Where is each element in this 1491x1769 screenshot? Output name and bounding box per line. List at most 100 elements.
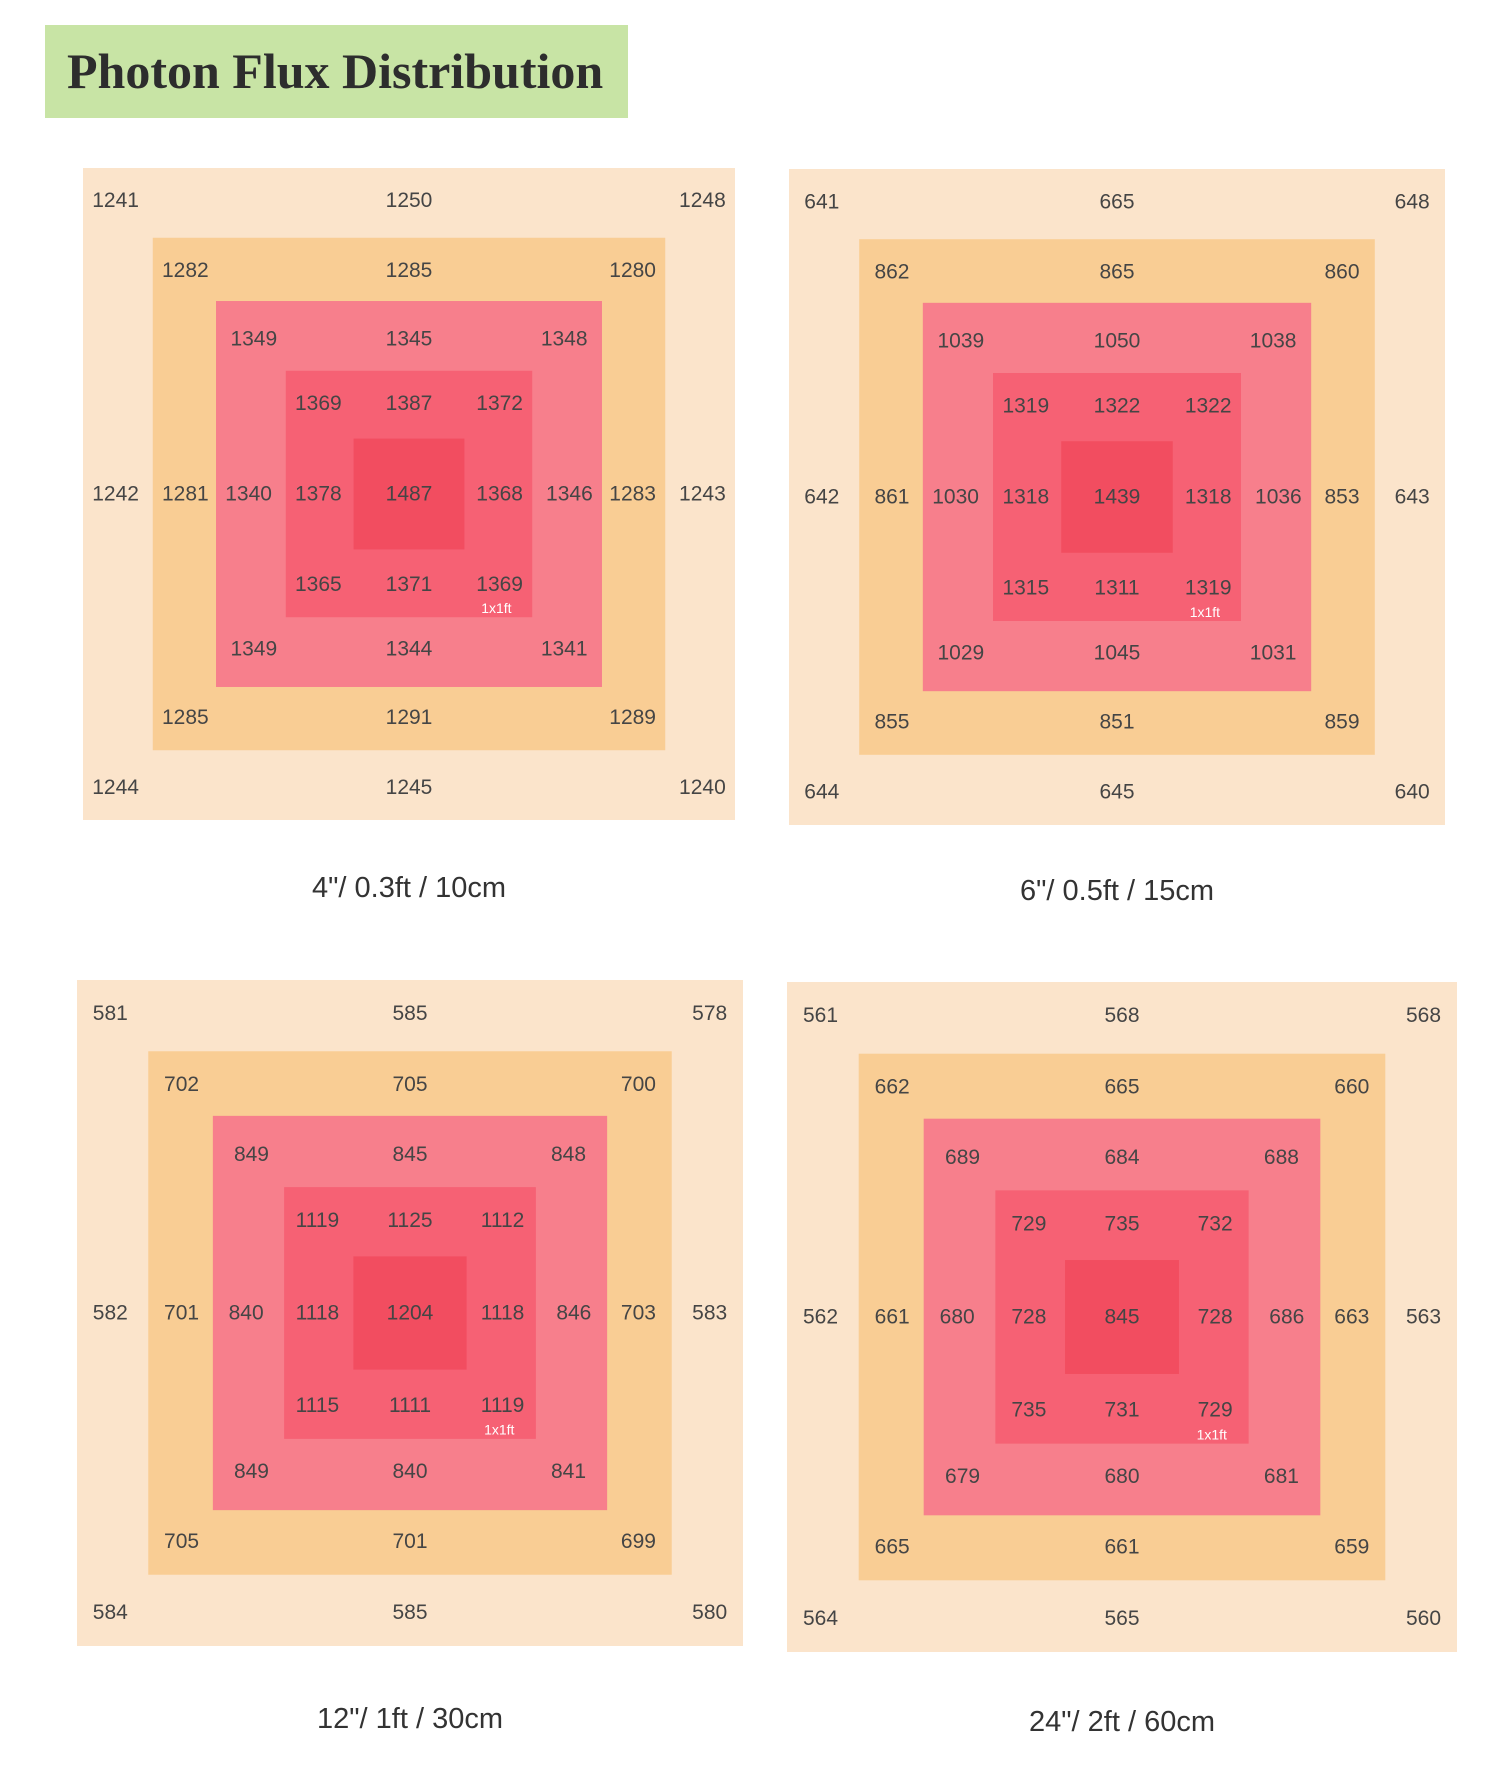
value-ring4-mid-left: 1318	[1002, 486, 1049, 509]
value-center: 1204	[387, 1302, 434, 1325]
value-ring1-top-right: 1248	[679, 189, 726, 212]
value-ring4-mid-left: 1118	[296, 1302, 340, 1325]
value-ring4-mid-left: 728	[1011, 1306, 1046, 1329]
value-ring1-mid-right: 643	[1395, 486, 1430, 509]
value-ring4-top-right: 1112	[481, 1209, 525, 1232]
value-ring3-bottom-right: 681	[1264, 1465, 1299, 1488]
heatmap-center-cell	[1061, 441, 1173, 553]
value-ring4-top-left: 1369	[295, 392, 342, 415]
value-ring1-bottom-left: 584	[93, 1601, 128, 1624]
value-ring1-bottom-center: 645	[1099, 781, 1134, 804]
value-ring1-top-left: 581	[93, 1002, 128, 1025]
value-ring2-bottom-right: 659	[1334, 1535, 1369, 1558]
value-ring1-top-center: 1250	[386, 189, 433, 212]
value-ring1-bottom-left: 644	[804, 781, 839, 804]
heatmap-center-cell	[353, 438, 465, 550]
value-ring1-mid-right: 563	[1406, 1306, 1441, 1329]
value-ring2-bottom-center: 661	[1104, 1535, 1139, 1558]
value-ring1-top-center: 568	[1104, 1004, 1139, 1027]
heatmap-caption-24in: 24"/ 2ft / 60cm	[1029, 1706, 1215, 1738]
value-ring3-mid-right: 1346	[546, 483, 593, 506]
heatmap-caption-12in: 12"/ 1ft / 30cm	[317, 1703, 503, 1735]
area-label-1x1ft: 1x1ft	[484, 1422, 514, 1438]
value-ring2-mid-right: 663	[1334, 1306, 1369, 1329]
value-ring3-top-center: 1050	[1094, 329, 1141, 352]
value-ring2-bottom-right: 859	[1324, 711, 1359, 734]
value-ring2-bottom-center: 701	[392, 1530, 427, 1553]
value-ring2-bottom-left: 665	[875, 1535, 910, 1558]
heatmap-center-cell	[1065, 1260, 1179, 1374]
heatmap-4in: 1241 1250 1248 1242 1243 1244 1245 1240 1282 1285…	[83, 168, 735, 820]
value-ring4-bottom-right: 1119	[481, 1394, 525, 1417]
value-ring3-top-center: 684	[1104, 1146, 1139, 1169]
value-ring3-mid-left: 1030	[932, 486, 979, 509]
value-ring1-mid-left: 562	[803, 1306, 838, 1329]
heatmap-panel-4in: 1241 1250 1248 1242 1243 1244 1245 1240 1282 1285…	[83, 168, 735, 904]
value-ring3-mid-left: 840	[229, 1302, 264, 1325]
value-ring3-top-left: 849	[234, 1143, 269, 1166]
value-ring3-bottom-left: 849	[234, 1460, 269, 1483]
value-ring1-top-left: 641	[804, 190, 839, 213]
value-ring1-top-right: 568	[1406, 1004, 1441, 1027]
value-ring1-bottom-center: 1245	[386, 776, 433, 799]
value-ring2-top-right: 1280	[609, 259, 656, 282]
value-center: 845	[1104, 1306, 1139, 1329]
value-ring3-bottom-center: 680	[1104, 1465, 1139, 1488]
value-ring2-top-left: 1282	[162, 259, 209, 282]
value-ring4-top-center: 1322	[1094, 394, 1141, 417]
value-ring1-mid-left: 582	[93, 1302, 128, 1325]
heatmap-6in: 641 665 648 642 643 644 645 640 862 865 860 861 853 8…	[789, 169, 1445, 825]
title-banner: Photon Flux Distribution	[45, 25, 628, 118]
value-ring2-top-left: 702	[164, 1073, 199, 1096]
value-ring4-top-right: 1322	[1185, 394, 1232, 417]
value-ring3-mid-right: 846	[556, 1302, 591, 1325]
value-ring3-bottom-left: 1349	[230, 638, 277, 661]
value-ring4-bottom-right: 1319	[1185, 577, 1232, 600]
value-ring2-top-right: 860	[1324, 260, 1359, 283]
value-ring4-mid-left: 1378	[295, 483, 342, 506]
value-ring3-bottom-left: 679	[945, 1465, 980, 1488]
value-ring2-top-left: 862	[874, 260, 909, 283]
value-ring4-bottom-center: 1111	[389, 1394, 431, 1417]
value-ring2-top-center: 1285	[386, 259, 433, 282]
value-ring2-top-right: 660	[1334, 1076, 1369, 1099]
value-ring4-top-center: 1387	[386, 392, 433, 415]
value-ring1-top-left: 1241	[92, 189, 139, 212]
value-ring3-mid-right: 1036	[1255, 486, 1302, 509]
value-ring1-bottom-right: 580	[692, 1601, 727, 1624]
value-ring1-top-right: 648	[1395, 190, 1430, 213]
value-ring4-top-right: 1372	[476, 392, 523, 415]
value-ring1-bottom-right: 1240	[679, 776, 726, 799]
value-ring3-bottom-center: 1045	[1094, 642, 1141, 665]
value-ring4-bottom-right: 729	[1198, 1399, 1233, 1422]
area-label-1x1ft: 1x1ft	[1190, 604, 1220, 620]
heatmap-panel-6in: 641 665 648 642 643 644 645 640 862 865 860 861 853 8…	[789, 169, 1445, 907]
value-ring4-top-left: 729	[1011, 1212, 1046, 1235]
value-ring4-bottom-left: 1315	[1002, 577, 1049, 600]
heatmap-panel-24in: 561 568 568 562 563 564 565 560 662 665 660 661 663 6…	[787, 982, 1457, 1738]
value-ring3-top-right: 1348	[541, 327, 588, 350]
value-ring1-bottom-right: 640	[1395, 781, 1430, 804]
heatmap-caption-6in: 6"/ 0.5ft / 15cm	[1019, 875, 1215, 907]
value-ring2-bottom-center: 851	[1099, 711, 1134, 734]
value-ring3-mid-right: 686	[1269, 1306, 1304, 1329]
value-ring3-top-center: 845	[392, 1143, 427, 1166]
value-ring1-bottom-right: 560	[1406, 1607, 1441, 1630]
value-ring2-bottom-left: 705	[164, 1530, 199, 1553]
value-ring3-mid-left: 680	[940, 1306, 975, 1329]
value-ring1-top-left: 561	[803, 1004, 838, 1027]
value-ring3-bottom-right: 841	[551, 1460, 586, 1483]
value-ring2-top-center: 865	[1099, 260, 1134, 283]
value-ring3-bottom-center: 840	[392, 1460, 427, 1483]
value-ring2-top-center: 705	[392, 1073, 427, 1096]
value-ring4-bottom-right: 1369	[476, 573, 523, 596]
value-ring1-top-right: 578	[692, 1002, 727, 1025]
value-ring1-mid-right: 1243	[679, 483, 726, 506]
value-ring3-mid-left: 1340	[225, 483, 272, 506]
value-ring2-top-left: 662	[875, 1076, 910, 1099]
value-ring2-bottom-center: 1291	[386, 706, 433, 729]
value-ring2-bottom-right: 1289	[609, 706, 656, 729]
value-ring2-top-center: 665	[1104, 1076, 1139, 1099]
value-ring4-top-center: 1125	[387, 1209, 432, 1232]
heatmap-panel-12in: 581 585 578 582 583 584 585 580 702 705 700 701 703 7…	[77, 980, 743, 1735]
